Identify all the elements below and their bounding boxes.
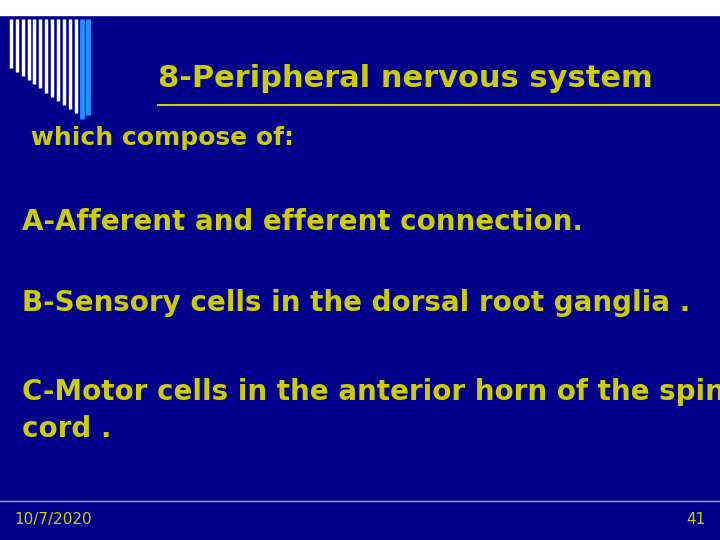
Bar: [0, 0, 720, 15]
Text: B-Sensory cells in the dorsal root ganglia .: B-Sensory cells in the dorsal root gangl…: [22, 289, 690, 317]
Text: A-Afferent and efferent connection.: A-Afferent and efferent connection.: [22, 208, 582, 236]
Text: which compose of:: which compose of:: [22, 126, 294, 150]
Text: 8-Peripheral nervous system: 8-Peripheral nervous system: [158, 64, 664, 93]
Text: C-Motor cells in the anterior horn of the spinal
cord .: C-Motor cells in the anterior horn of th…: [22, 378, 720, 443]
Text: 41: 41: [686, 512, 706, 527]
Text: 10/7/2020: 10/7/2020: [14, 512, 92, 527]
